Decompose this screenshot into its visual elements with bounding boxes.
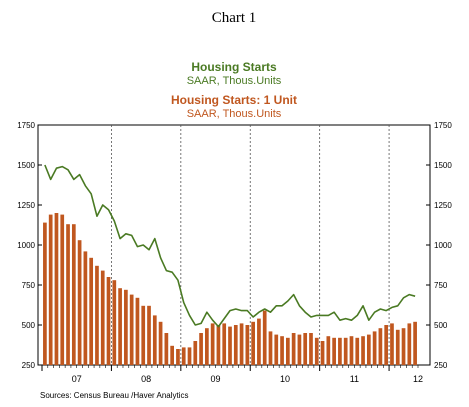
bar-17 (141, 305, 146, 365)
ytick-label-right-0: 1750 (434, 121, 452, 130)
bar-1 (48, 214, 53, 365)
bar-19 (152, 315, 157, 365)
bar-8 (89, 257, 94, 365)
bar-31 (222, 323, 227, 365)
bar-58 (378, 328, 383, 365)
bar-16 (135, 297, 140, 365)
bar-2 (54, 213, 59, 365)
bar-53 (349, 336, 354, 365)
bar-9 (95, 265, 99, 365)
bar-12 (112, 280, 117, 365)
bar-7 (83, 251, 88, 365)
bar-15 (129, 294, 134, 365)
bar-10 (100, 270, 105, 365)
bar-62 (401, 328, 406, 365)
axes: 1750 1750 1500 1500 1250 1250 1000 1000 750 750 50… (17, 121, 452, 384)
bar-41 (280, 336, 284, 365)
bar-47 (314, 337, 319, 365)
bar-37 (257, 318, 261, 365)
grid-lines (111, 125, 390, 365)
bar-21 (164, 333, 169, 365)
ytick-label-left-6: 250 (22, 361, 36, 370)
bar-54 (355, 337, 360, 365)
source-note: Sources: Census Bureau /Haver Analytics (40, 391, 189, 400)
xtick-label-1: 08 (141, 374, 151, 384)
line-series (44, 164, 416, 328)
bar-40 (274, 334, 279, 365)
ytick-label-right-5: 500 (434, 321, 448, 330)
ytick-label-left-1: 1500 (17, 161, 35, 170)
bar-3 (60, 214, 65, 365)
ytick-label-left-2: 1250 (17, 201, 35, 210)
bar-25 (187, 347, 192, 365)
bar-14 (124, 289, 128, 365)
ytick-label-left-0: 1750 (17, 121, 35, 130)
bar-13 (118, 288, 122, 365)
ytick-label-right-3: 1000 (434, 241, 452, 250)
bar-45 (303, 333, 308, 365)
bar-series (43, 213, 417, 365)
bar-22 (170, 345, 175, 365)
bar-34 (239, 323, 244, 365)
bar-23 (176, 349, 180, 365)
xtick-label-0: 07 (72, 374, 82, 384)
bar-24 (181, 347, 186, 365)
bar-46 (309, 333, 313, 365)
bar-18 (147, 305, 151, 365)
bar-55 (361, 336, 365, 365)
bar-32 (228, 326, 232, 365)
bar-59 (384, 325, 389, 365)
bar-52 (343, 337, 348, 365)
bar-4 (66, 224, 70, 365)
bar-64 (413, 321, 417, 365)
bar-35 (245, 325, 250, 365)
legend-title-total: Housing Starts (191, 60, 277, 74)
bar-38 (262, 310, 267, 365)
bar-43 (291, 333, 296, 365)
bar-30 (216, 325, 221, 365)
xtick-label-2: 09 (211, 374, 221, 384)
bar-57 (372, 331, 377, 365)
bar-11 (106, 277, 111, 365)
xtick-label-3: 10 (280, 374, 290, 384)
legend-subtitle-total: SAAR, Thous.Units (187, 75, 282, 87)
bar-39 (268, 331, 273, 365)
bar-50 (332, 337, 336, 365)
bar-61 (395, 329, 400, 365)
bar-44 (297, 334, 302, 365)
bar-36 (251, 321, 255, 365)
bar-6 (77, 240, 82, 365)
ytick-label-right-1: 1500 (434, 161, 452, 170)
xtick-label-5: 12 (413, 374, 423, 384)
legend-subtitle-single: SAAR, Thous.Units (187, 108, 282, 120)
ytick-label-left-3: 1000 (17, 241, 35, 250)
bar-0 (43, 222, 47, 365)
bar-26 (193, 341, 198, 365)
bar-27 (199, 333, 203, 365)
bar-29 (210, 323, 215, 365)
bar-28 (205, 328, 209, 365)
bar-33 (233, 325, 238, 365)
ytick-label-right-4: 750 (434, 281, 448, 290)
bar-49 (326, 336, 331, 365)
bar-63 (407, 323, 412, 365)
xtick-label-4: 11 (350, 374, 359, 384)
chart-title: Chart 1 (212, 10, 257, 26)
legend-title-single: Housing Starts: 1 Unit (171, 93, 297, 107)
bar-5 (71, 224, 76, 365)
bar-48 (320, 341, 325, 365)
bar-20 (158, 321, 163, 365)
ytick-label-left-5: 500 (22, 321, 36, 330)
line-housing-starts (44, 164, 416, 328)
ytick-label-left-4: 750 (22, 281, 36, 290)
bar-56 (366, 334, 371, 365)
bar-51 (338, 337, 342, 365)
ytick-label-right-2: 1250 (434, 201, 452, 210)
ytick-label-right-6: 250 (434, 361, 448, 370)
bar-42 (285, 337, 290, 365)
bar-60 (390, 323, 394, 365)
